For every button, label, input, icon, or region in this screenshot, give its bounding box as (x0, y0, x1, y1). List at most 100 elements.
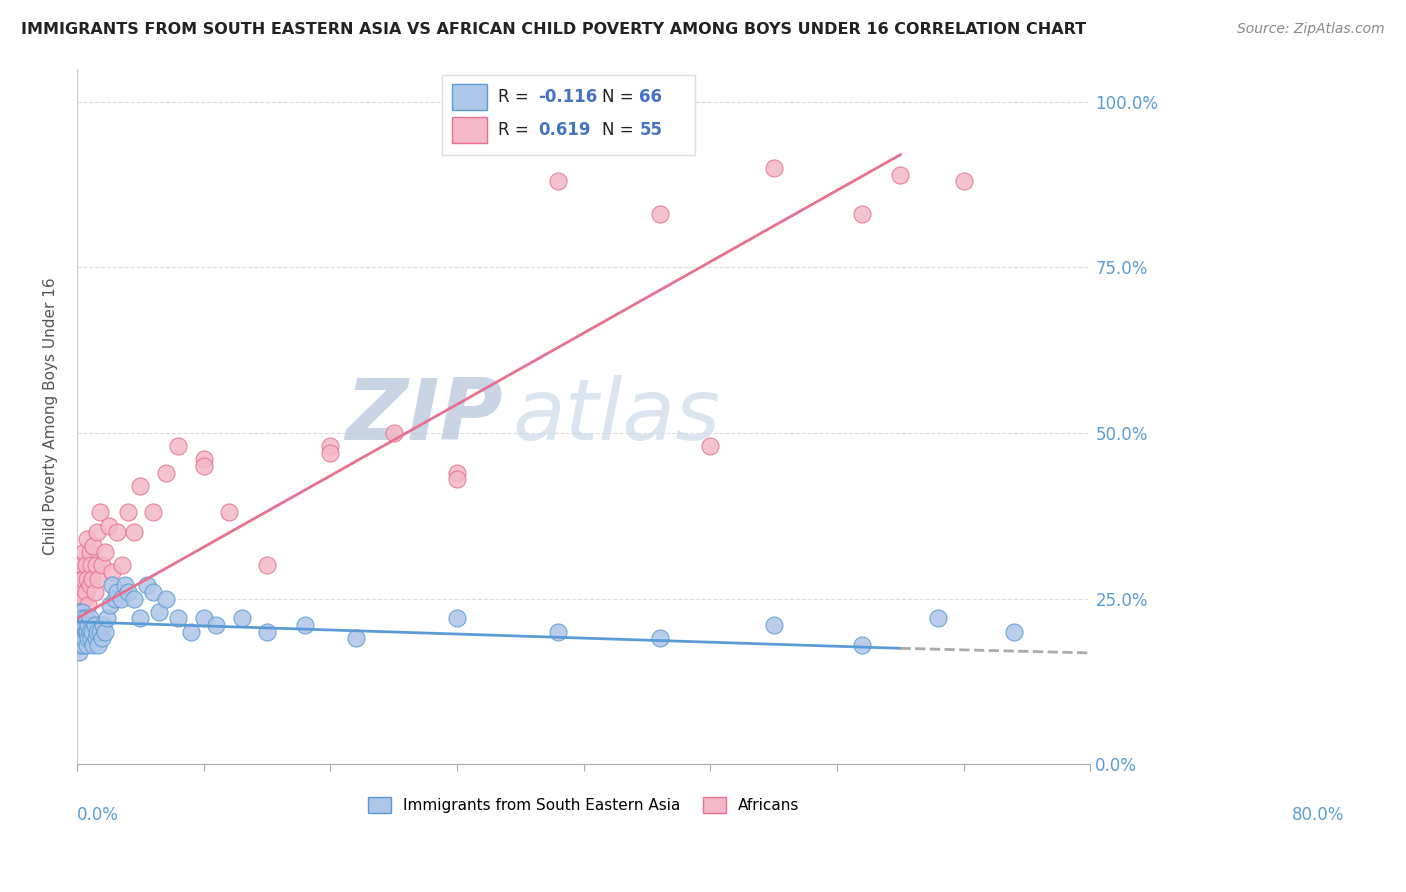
Point (446, 611, 468, 625)
Point (67, 632, 90, 646)
Point (155, 591, 177, 606)
Point (86, 525, 108, 540)
Point (79, 545, 101, 559)
Point (180, 624, 202, 639)
Point (93, 618, 115, 632)
Text: ZIP: ZIP (344, 375, 502, 458)
Point (648, 207, 671, 221)
Point (446, 466, 468, 480)
Point (699, 439, 721, 453)
Point (319, 439, 342, 453)
Point (89, 624, 111, 639)
Point (67, 611, 90, 625)
Point (67, 591, 90, 606)
Point (117, 506, 139, 520)
Point (193, 452, 215, 467)
Point (79, 611, 101, 625)
Text: atlas: atlas (513, 375, 721, 458)
Point (69, 624, 91, 639)
Point (69, 624, 91, 639)
Point (231, 611, 253, 625)
Text: Source: ZipAtlas.com: Source: ZipAtlas.com (1237, 22, 1385, 37)
FancyBboxPatch shape (451, 117, 488, 143)
Point (851, 207, 873, 221)
Point (111, 558, 134, 573)
Point (117, 585, 139, 599)
Text: IMMIGRANTS FROM SOUTH EASTERN ASIA VS AFRICAN CHILD POVERTY AMONG BOYS UNDER 16 : IMMIGRANTS FROM SOUTH EASTERN ASIA VS AF… (21, 22, 1087, 37)
Point (72, 572, 94, 586)
Point (80, 632, 103, 646)
Point (69, 585, 91, 599)
Point (70, 618, 93, 632)
Point (547, 624, 569, 639)
FancyBboxPatch shape (451, 84, 488, 111)
Point (98, 599, 121, 613)
Point (67, 638, 90, 652)
Point (446, 472, 468, 486)
Point (72, 624, 94, 639)
Point (73, 545, 96, 559)
Point (70, 558, 93, 573)
Point (70, 599, 93, 613)
Point (67, 605, 90, 619)
Point (952, 174, 974, 188)
Text: 55: 55 (640, 120, 662, 139)
Point (89, 506, 111, 520)
Point (319, 446, 342, 460)
Point (70, 632, 93, 646)
Point (1004, 624, 1026, 639)
Point (107, 525, 129, 540)
Y-axis label: Child Poverty Among Boys Under 16: Child Poverty Among Boys Under 16 (44, 277, 58, 555)
Text: N =: N = (602, 88, 638, 106)
Point (82, 539, 104, 553)
Point (256, 558, 278, 573)
Point (67, 605, 90, 619)
Point (84, 558, 107, 573)
Point (344, 632, 367, 646)
Point (142, 506, 165, 520)
Point (80, 624, 103, 639)
Point (70, 605, 93, 619)
Point (75, 585, 97, 599)
Point (107, 585, 129, 599)
Point (193, 459, 215, 474)
Point (75, 558, 97, 573)
Point (382, 425, 405, 440)
Point (889, 168, 911, 182)
Point (77, 599, 100, 613)
Point (87, 638, 110, 652)
Point (148, 605, 170, 619)
Point (76, 572, 98, 586)
Point (87, 572, 110, 586)
Point (167, 439, 190, 453)
Point (93, 545, 115, 559)
Point (80, 558, 103, 573)
Point (104, 591, 127, 606)
Point (73, 632, 96, 646)
Text: 0.619: 0.619 (538, 120, 591, 139)
Point (72, 611, 94, 625)
Point (91, 558, 114, 573)
Text: N =: N = (602, 120, 638, 139)
Point (167, 611, 190, 625)
Point (75, 624, 97, 639)
Text: 80.0%: 80.0% (1292, 806, 1344, 824)
Point (84, 632, 107, 646)
Point (547, 174, 569, 188)
Point (256, 624, 278, 639)
Text: -0.116: -0.116 (538, 88, 598, 106)
Point (86, 624, 108, 639)
Point (79, 624, 101, 639)
Point (762, 161, 785, 175)
Point (101, 578, 124, 592)
Point (72, 611, 94, 625)
Point (69, 611, 91, 625)
Point (851, 638, 873, 652)
Point (77, 618, 100, 632)
Point (73, 618, 96, 632)
Point (91, 632, 114, 646)
Point (73, 591, 96, 606)
Point (76, 638, 98, 652)
Point (97, 518, 120, 533)
Point (122, 591, 145, 606)
